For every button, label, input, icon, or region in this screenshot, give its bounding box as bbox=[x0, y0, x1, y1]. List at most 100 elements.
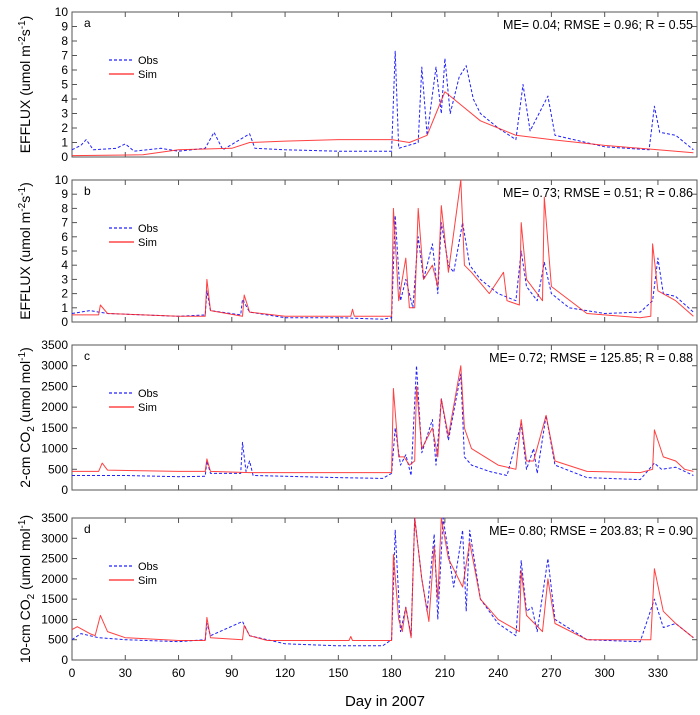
panel-letter: b bbox=[84, 184, 91, 198]
y-axis-title-mid: s bbox=[17, 196, 33, 203]
y-axis-title-sup1: -2 bbox=[17, 202, 28, 211]
x-tick-label: 90 bbox=[225, 666, 239, 680]
y-tick-label: 1500 bbox=[41, 592, 68, 606]
series-line-sim bbox=[71, 91, 694, 157]
y-tick-label: 3000 bbox=[41, 359, 68, 373]
stats-annotation: ME= 0.73; RMSE = 0.51; R = 0.86 bbox=[503, 186, 693, 200]
x-tick-label: 0 bbox=[69, 666, 76, 680]
y-tick-label: 5 bbox=[61, 78, 68, 92]
y-axis-title: EFFLUX (umol m-2s-1) bbox=[17, 182, 33, 320]
y-tick-label: 6 bbox=[61, 230, 68, 244]
y-axis-title-sup2: -1 bbox=[17, 351, 28, 360]
y-tick-label: 3500 bbox=[41, 511, 68, 525]
x-tick-label: 270 bbox=[541, 666, 561, 680]
plot-frame bbox=[71, 344, 698, 491]
y-tick-label: 3 bbox=[61, 272, 68, 286]
y-tick-label: 1000 bbox=[41, 442, 68, 456]
legend-label-obs: Obs bbox=[138, 223, 159, 235]
y-tick-label: 5 bbox=[61, 244, 68, 258]
panel-letter: d bbox=[84, 522, 91, 536]
series-line-sim bbox=[71, 517, 694, 641]
plot-frame bbox=[71, 517, 698, 661]
x-tick-label: 240 bbox=[488, 666, 508, 680]
y-tick-label: 0 bbox=[61, 150, 68, 164]
plot-frame bbox=[71, 179, 698, 323]
x-tick-label: 120 bbox=[275, 666, 295, 680]
y-axis-title: 2-cm CO2 (umol mol-1) bbox=[17, 347, 37, 488]
y-tick-label: 9 bbox=[61, 187, 68, 201]
x-tick-label: 30 bbox=[119, 666, 133, 680]
x-tick-label: 300 bbox=[595, 666, 615, 680]
y-axis-title-sup2: -1 bbox=[17, 186, 28, 195]
y-tick-label: 10 bbox=[55, 5, 69, 19]
panel-d: 0 500 1000 1500 2000 2500 3000 3500 0 30 60 90 120 15… bbox=[17, 511, 698, 680]
y-axis-title-sub: 2 bbox=[26, 593, 37, 599]
y-tick-label: 9 bbox=[61, 20, 68, 34]
y-axis-title-sup2: -1 bbox=[17, 519, 28, 528]
y-tick-label: 2500 bbox=[41, 552, 68, 566]
y-axis-title-pre: 2-cm CO bbox=[17, 432, 33, 488]
legend-label-sim: Sim bbox=[138, 237, 157, 249]
y-tick-label: 500 bbox=[48, 462, 68, 476]
stats-annotation: ME= 0.80; RMSE = 203.83; R = 0.90 bbox=[489, 524, 693, 538]
x-tick-label: 180 bbox=[382, 666, 402, 680]
y-tick-label: 2000 bbox=[41, 400, 68, 414]
y-axis-title-pre: EFFLUX (umol m bbox=[17, 45, 33, 153]
y-tick-label: 2500 bbox=[41, 379, 68, 393]
panel-letter: c bbox=[84, 349, 90, 363]
y-tick-label: 4 bbox=[61, 92, 68, 106]
series-line-obs bbox=[71, 215, 694, 320]
y-axis-title-sup1: -2 bbox=[17, 36, 28, 45]
y-axis-title: EFFLUX (umol m-2s-1) bbox=[17, 16, 33, 154]
panel-letter: a bbox=[84, 16, 91, 30]
legend-label-sim: Sim bbox=[138, 402, 157, 414]
y-tick-label: 0 bbox=[61, 483, 68, 497]
y-axis-title: 10-cm CO2 (umol mol-1) bbox=[17, 515, 37, 663]
y-tick-label: 4 bbox=[61, 258, 68, 272]
y-tick-label: 1 bbox=[61, 301, 68, 315]
plot-frame bbox=[71, 11, 698, 158]
x-tick-label: 210 bbox=[435, 666, 455, 680]
stats-annotation: ME= 0.72; RMSE = 125.85; R = 0.88 bbox=[489, 351, 693, 365]
series-line-sim bbox=[72, 179, 694, 319]
y-tick-label: 3500 bbox=[41, 338, 68, 352]
y-tick-label: 1000 bbox=[41, 612, 68, 626]
y-axis-title-mid: (umol mol bbox=[17, 528, 33, 593]
stats-annotation: ME= 0.04; RMSE = 0.96; R = 0.55 bbox=[503, 18, 693, 32]
panel-c: 0 500 1000 1500 2000 2500 3000 3500 2-cm CO2 (um… bbox=[17, 338, 698, 497]
x-tick-label: 60 bbox=[172, 666, 186, 680]
y-axis-title-mid: s bbox=[17, 29, 33, 36]
y-tick-label: 1500 bbox=[41, 421, 68, 435]
y-tick-label: 500 bbox=[48, 633, 68, 647]
legend-label-obs: Obs bbox=[138, 55, 159, 67]
x-tick-label: 150 bbox=[328, 666, 348, 680]
y-tick-label: 0 bbox=[61, 653, 68, 667]
y-tick-label: 7 bbox=[61, 216, 68, 230]
y-tick-label: 2 bbox=[61, 287, 68, 301]
y-tick-label: 2000 bbox=[41, 572, 68, 586]
y-axis-title-post: ) bbox=[17, 16, 33, 21]
series-line-obs bbox=[71, 50, 694, 152]
y-axis-title-sup2: -1 bbox=[17, 20, 28, 29]
legend-label-obs: Obs bbox=[138, 561, 159, 573]
y-axis-title-post: ) bbox=[17, 182, 33, 187]
y-tick-label: 8 bbox=[61, 201, 68, 215]
legend-label-obs: Obs bbox=[138, 388, 159, 400]
y-tick-label: 2 bbox=[61, 121, 68, 135]
y-axis-title-pre: 10-cm CO bbox=[17, 599, 33, 663]
series-line-sim bbox=[72, 365, 694, 474]
y-tick-label: 10 bbox=[55, 173, 69, 187]
y-tick-label: 3 bbox=[61, 107, 68, 121]
y-tick-label: 6 bbox=[61, 63, 68, 77]
y-tick-label: 1 bbox=[61, 136, 68, 150]
y-axis-title-sub: 2 bbox=[26, 426, 37, 432]
series-line-obs bbox=[72, 365, 694, 481]
x-tick-label: 330 bbox=[648, 666, 668, 680]
x-axis-title: Day in 2007 bbox=[345, 693, 425, 710]
y-axis-title-pre: EFFLUX (umol m bbox=[17, 212, 33, 320]
y-axis-title-mid: (umol mol bbox=[17, 361, 33, 426]
y-tick-label: 3000 bbox=[41, 531, 68, 545]
